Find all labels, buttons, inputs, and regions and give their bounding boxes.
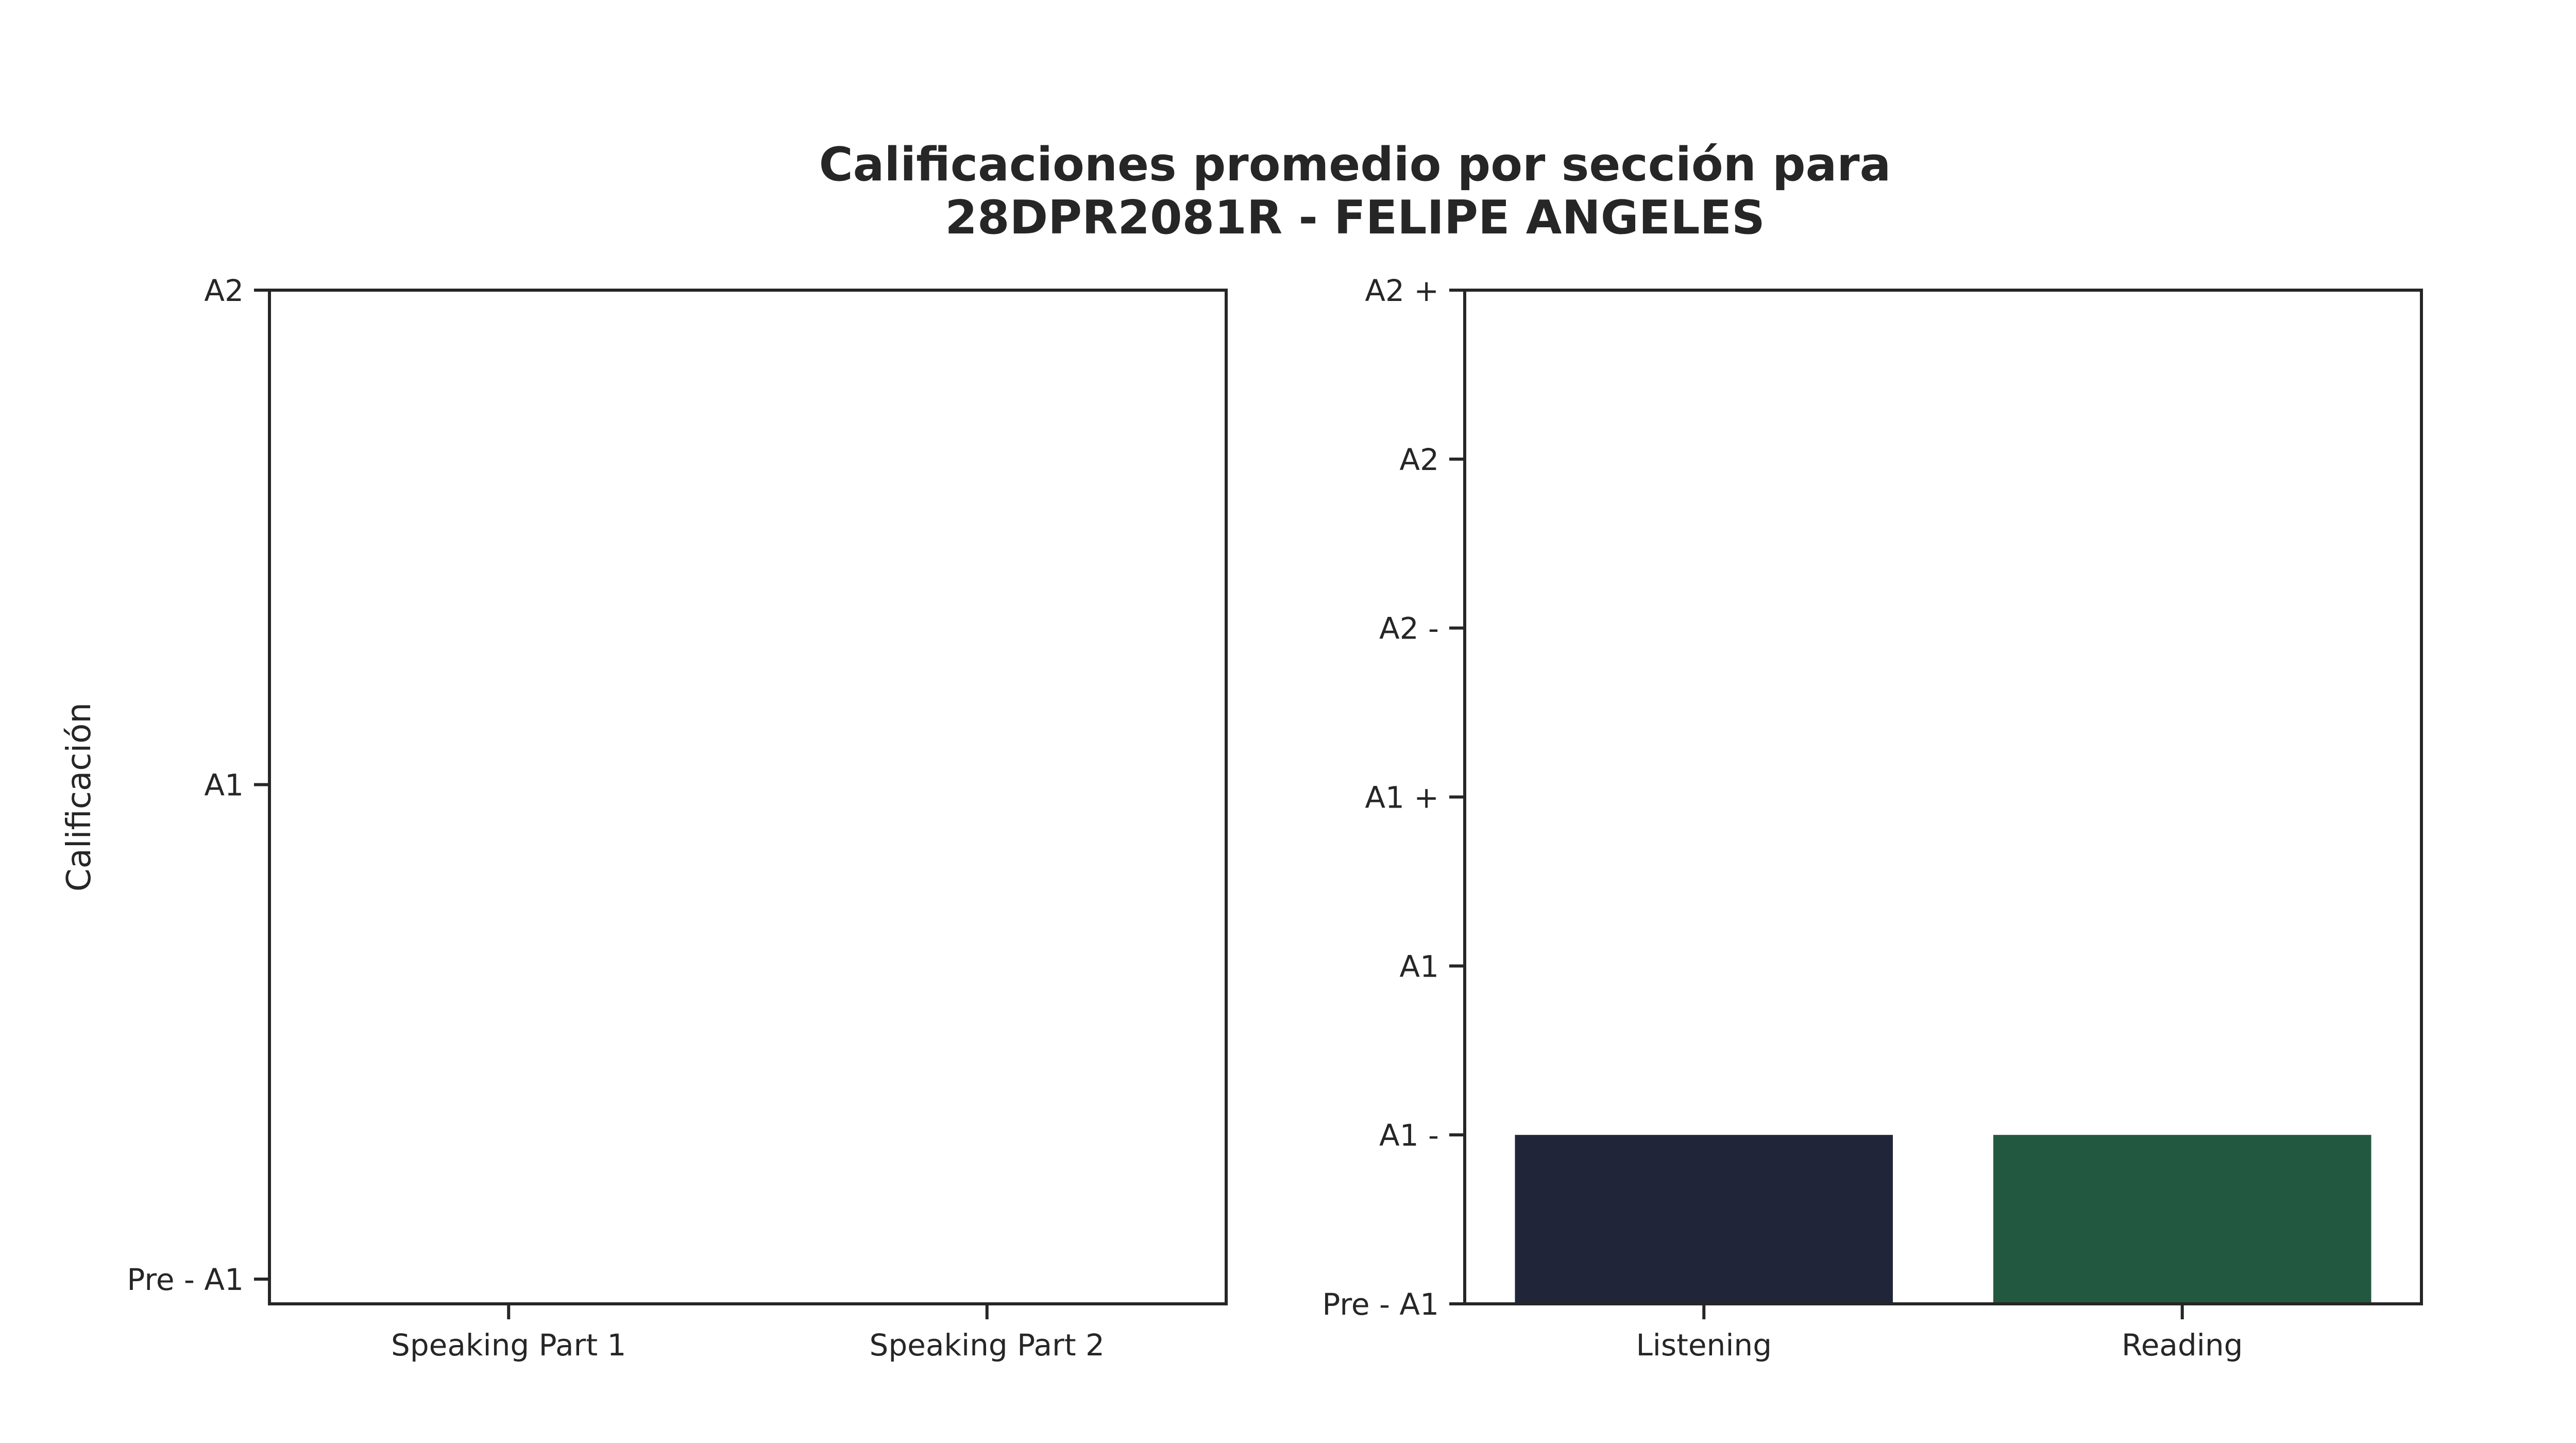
x-tick-label-speaking-part-1: Speaking Part 1 xyxy=(391,1328,626,1363)
y-tick-label-pre-a1: Pre - A1 xyxy=(1322,1287,1439,1322)
y-tick-label-pre-a1: Pre - A1 xyxy=(127,1262,244,1297)
y-tick-label-a2: A2 xyxy=(204,273,244,308)
bars-group xyxy=(1515,1135,2371,1304)
listening-reading-chart-panel: Listening Reading Pre - A1 A1 - A1 A1 + A2 - A2… xyxy=(1322,273,2423,1363)
bar-reading xyxy=(1993,1135,2371,1304)
y-tick-label-a2: A2 + xyxy=(1365,273,1439,308)
x-tick-label-listening: Listening xyxy=(1636,1328,1772,1363)
x-tick-label-speaking-part-2: Speaking Part 2 xyxy=(870,1328,1105,1363)
y-axis-label: Calificación xyxy=(60,702,98,892)
speaking-chart-panel: Calificación Speaking Part 1 Speaking Par… xyxy=(60,273,1228,1363)
bar-listening xyxy=(1515,1135,1893,1304)
plot-frame xyxy=(268,289,1228,1305)
chart-title-line-2: 28DPR2081R - FELIPE ANGELES xyxy=(945,191,1765,245)
y-tick-label-a2: A2 xyxy=(1399,442,1439,477)
y-tick-label-a1: A1 xyxy=(1399,949,1439,984)
y-tick-label-a1: A1 - xyxy=(1379,1118,1439,1153)
chart-title-line-1: Calificaciones promedio por sección para xyxy=(819,138,1891,192)
plot-frame xyxy=(1463,289,2423,1305)
y-tick-label-a1: A1 xyxy=(204,768,244,803)
y-tick-label-a1: A1 + xyxy=(1365,780,1439,815)
axes-group: Listening Reading Pre - A1 A1 - A1 A1 + A2 - A2… xyxy=(1322,273,2243,1363)
x-tick-label-reading: Reading xyxy=(2122,1328,2243,1363)
y-tick-label-a2: A2 - xyxy=(1379,611,1439,646)
axes-group: Speaking Part 1 Speaking Part 2 Pre - A1 A1… xyxy=(127,273,1105,1363)
